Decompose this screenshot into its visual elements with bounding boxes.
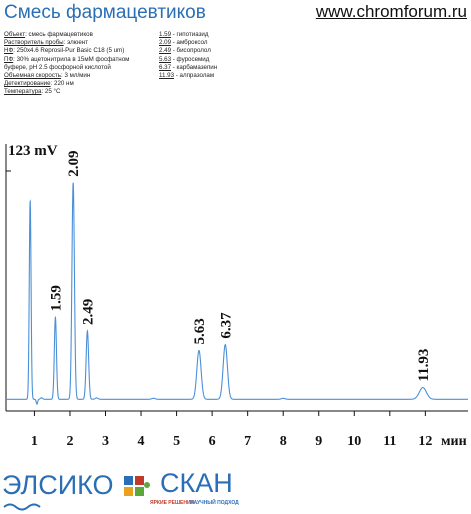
- condition-row: Растворитель пробы: элюент: [4, 39, 89, 47]
- peak-label: 5.63: [192, 318, 208, 344]
- page-title: Смесь фармацевтиков: [4, 2, 206, 23]
- x-tick-label: 11: [383, 434, 396, 449]
- x-tick-label: 1: [31, 434, 38, 449]
- logo-tagline-left: ЯРКИЕ РЕШЕНИЯ: [150, 500, 195, 506]
- condition-row: НФ: 250x4.6 Reprosil-Pur Basic C18 (5 um…: [4, 47, 125, 55]
- peak-list-item: 6.37 - карбамазепин: [159, 63, 218, 71]
- logo-tagline-right: НАУЧНЫЙ ПОДХОД: [190, 500, 239, 506]
- wave-icon: [3, 503, 41, 511]
- chromatogram-chart: 123 mV 1 2 3 4 5 6 7 8 9 10 11 12 мин 1.592.092.495…: [5, 143, 468, 449]
- peak-list-item: 11.93 - алпразолам: [159, 72, 215, 80]
- peak-label: 11.93: [416, 349, 432, 382]
- y-scale-label: 123 mV: [8, 143, 58, 159]
- condition-row: Объемная скорость: 3 мл/мин: [4, 72, 91, 80]
- x-tick-label: 5: [173, 434, 180, 449]
- x-tick-label: 7: [244, 434, 251, 449]
- x-tick-label: 4: [138, 434, 145, 449]
- x-tick-label: 2: [66, 434, 73, 449]
- peak-list: 1.59 - гипотиазид 2.09 - амброксол 2.49 …: [159, 31, 217, 80]
- condition-row: Детектирование: 220 нм: [4, 80, 74, 88]
- x-tick-label: 8: [280, 434, 287, 449]
- peak-label: 1.59: [48, 285, 64, 311]
- peak-list-item: 2.09 - амброксол: [159, 39, 208, 47]
- peak-list-item: 5.63 - фуросемид: [159, 55, 210, 63]
- x-tick-label: 12: [418, 434, 432, 449]
- condition-row: Объект: смесь фармацевтиков: [4, 31, 93, 38]
- site-link[interactable]: www.chromforum.ru: [315, 2, 467, 21]
- x-tick-label: 9: [315, 434, 322, 449]
- conditions-list: Объект: смесь фармацевтиков Растворитель…: [4, 31, 129, 97]
- x-tick-label: 3: [102, 434, 109, 449]
- x-axis-unit: мин: [441, 434, 467, 449]
- peak-label: 6.37: [218, 312, 234, 339]
- puzzle-logo-icon: [124, 476, 150, 496]
- peak-labels: 1.59 2.09 2.49 5.63 6.37 11.93: [48, 150, 431, 381]
- peak-list-item: 1.59 - гипотиазид: [159, 31, 209, 38]
- condition-row: буфере, pH 2.5 фосфорной кислотой: [4, 63, 111, 71]
- chromatogram-trace: [6, 182, 468, 405]
- condition-row: Температура: 25 °С: [4, 88, 61, 96]
- skan-logo-text: СКАН: [160, 468, 233, 498]
- x-tick-label: 10: [347, 434, 361, 449]
- peak-list-item: 2.49 - бисопролол: [159, 47, 211, 55]
- x-tick-label: 6: [209, 434, 216, 449]
- peak-label: 2.49: [80, 299, 96, 325]
- x-ticks: 1 2 3 4 5 6 7 8 9 10 11 12: [31, 411, 432, 449]
- condition-row: ПФ: 30% ацетонитрила в 15мМ фосфатном: [4, 55, 130, 63]
- elsiko-logo-text: ЭЛСИКО: [2, 470, 114, 500]
- peak-label: 2.09: [66, 150, 82, 176]
- elsiko-logo: ЭЛСИКО: [2, 470, 114, 511]
